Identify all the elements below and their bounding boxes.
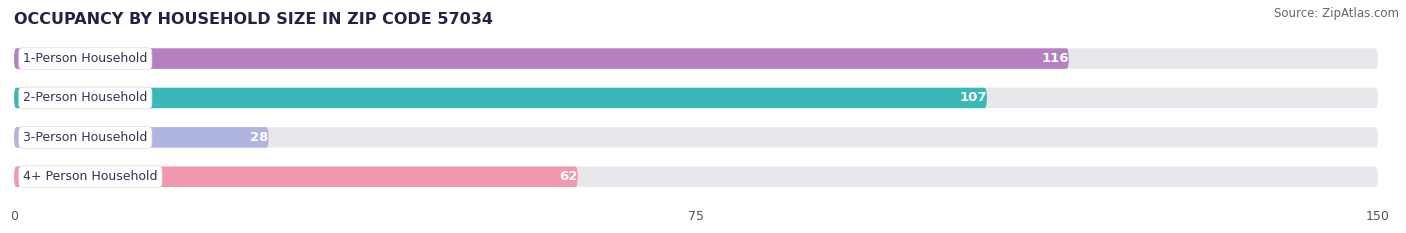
Text: 62: 62 [560, 170, 578, 183]
Text: 4+ Person Household: 4+ Person Household [22, 170, 157, 183]
Text: OCCUPANCY BY HOUSEHOLD SIZE IN ZIP CODE 57034: OCCUPANCY BY HOUSEHOLD SIZE IN ZIP CODE … [14, 12, 494, 27]
FancyBboxPatch shape [14, 127, 1378, 147]
FancyBboxPatch shape [14, 127, 269, 147]
Text: 107: 107 [959, 92, 987, 104]
FancyBboxPatch shape [14, 167, 1378, 187]
Text: 116: 116 [1042, 52, 1069, 65]
Text: Source: ZipAtlas.com: Source: ZipAtlas.com [1274, 7, 1399, 20]
FancyBboxPatch shape [14, 167, 578, 187]
Text: 1-Person Household: 1-Person Household [22, 52, 148, 65]
FancyBboxPatch shape [14, 88, 987, 108]
Text: 28: 28 [250, 131, 269, 144]
FancyBboxPatch shape [14, 48, 1378, 69]
FancyBboxPatch shape [14, 88, 1378, 108]
Text: 2-Person Household: 2-Person Household [22, 92, 148, 104]
FancyBboxPatch shape [14, 48, 1069, 69]
Text: 3-Person Household: 3-Person Household [22, 131, 148, 144]
